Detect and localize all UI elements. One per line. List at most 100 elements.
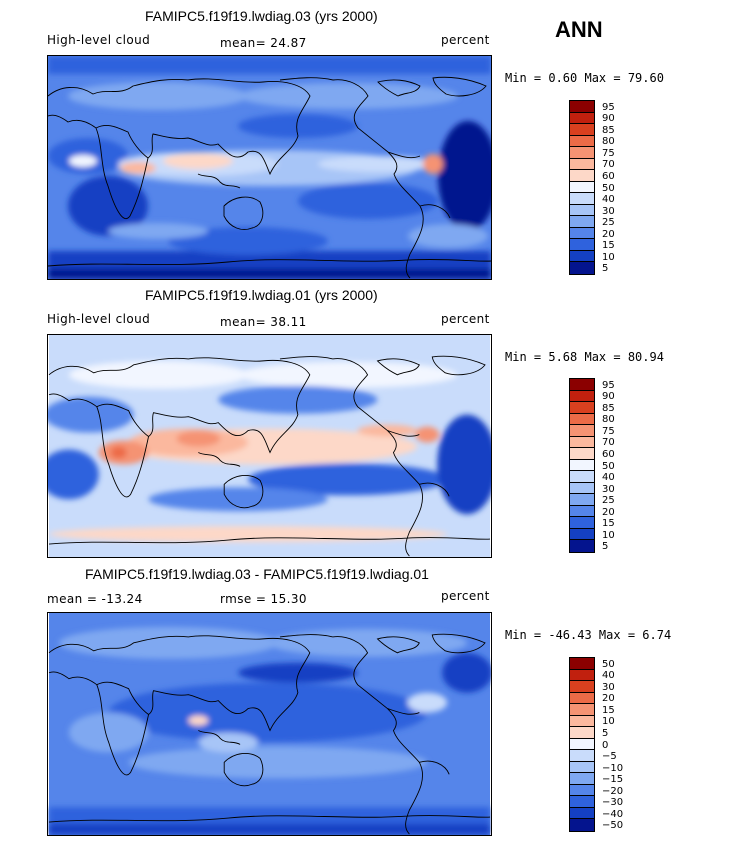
colorbar-swatch: [570, 413, 594, 426]
colorbar-tick-label: 10: [602, 716, 615, 728]
colorbar-swatch: [570, 147, 594, 159]
colorbar-tick-label: 15: [602, 518, 615, 530]
colorbar-swatch: [570, 528, 594, 541]
colorbar-swatch: [570, 124, 594, 136]
colorbar-tick-label: 25: [602, 217, 615, 229]
colorbar-swatch: [570, 796, 594, 808]
colorbar-swatch: [570, 158, 594, 171]
colorbar-tick-label: 75: [602, 425, 615, 437]
colorbar-swatch: [570, 402, 594, 414]
colorbar-tick-label: 95: [602, 379, 615, 391]
colorbar-swatch: [570, 204, 594, 217]
colorbar-tick-label: −20: [602, 785, 624, 797]
colorbar-tick-label: 40: [602, 472, 615, 484]
colorbar-tick-label: 15: [602, 704, 615, 716]
colorbar-swatch: [570, 101, 594, 113]
colorbar-tick-label: 10: [602, 251, 615, 263]
colorbar-swatch: [570, 819, 594, 831]
colorbar-tick-label: 5: [602, 727, 609, 739]
panel2-map-plot: [48, 335, 491, 557]
colorbar-swatch: [570, 738, 594, 751]
colorbar-swatch: [570, 181, 594, 194]
colorbar-swatch: [570, 170, 594, 182]
colorbar-swatch: [570, 135, 594, 148]
panel2-colorbar: [569, 378, 595, 553]
colorbar-swatch: [570, 704, 594, 716]
colorbar-tick-label: 40: [602, 194, 615, 206]
colorbar-swatch: [570, 727, 594, 739]
panel3-mean-label: mean = -13.24: [47, 592, 143, 606]
colorbar-swatch: [570, 216, 594, 228]
colorbar-tick-label: −30: [602, 797, 624, 809]
colorbar-tick-label: 30: [602, 205, 615, 217]
panel1-variable-label: High-level cloud: [47, 33, 151, 47]
colorbar-swatch: [570, 773, 594, 785]
panel3-units-label: percent: [441, 589, 490, 603]
panel2-variable-label: High-level cloud: [47, 312, 151, 326]
colorbar-swatch: [570, 436, 594, 449]
colorbar-tick-label: 85: [602, 124, 615, 136]
colorbar-tick-label: 0: [602, 739, 609, 751]
colorbar-swatch: [570, 448, 594, 460]
colorbar-swatch: [570, 681, 594, 693]
colorbar-swatch: [570, 669, 594, 682]
colorbar-tick-label: 20: [602, 228, 615, 240]
panel3-colorbar: [569, 657, 595, 832]
colorbar-swatch: [570, 262, 594, 274]
colorbar-swatch: [570, 459, 594, 472]
colorbar-tick-label: −10: [602, 762, 624, 774]
colorbar-tick-label: −50: [602, 820, 624, 832]
colorbar-tick-label: 85: [602, 402, 615, 414]
panel2-mean-label: mean= 38.11: [220, 315, 307, 329]
panel1-minmax: Min = 0.60 Max = 79.60: [505, 71, 664, 85]
colorbar-swatch: [570, 517, 594, 529]
colorbar-tick-label: 10: [602, 529, 615, 541]
colorbar-tick-label: 75: [602, 147, 615, 159]
colorbar-tick-label: 70: [602, 159, 615, 171]
colorbar-swatch: [570, 692, 594, 705]
panel1-units-label: percent: [441, 33, 490, 47]
colorbar-swatch: [570, 390, 594, 403]
colorbar-tick-label: 60: [602, 170, 615, 182]
colorbar-tick-label: 60: [602, 448, 615, 460]
colorbar-tick-label: 50: [602, 182, 615, 194]
colorbar-tick-label: 20: [602, 693, 615, 705]
colorbar-swatch: [570, 239, 594, 251]
panel2-map: [47, 334, 492, 558]
panel3-map: [47, 612, 492, 836]
colorbar-tick-label: −40: [602, 808, 624, 820]
colorbar-swatch: [570, 807, 594, 820]
panel1-title: FAMIPC5.f19f19.lwdiag.03 (yrs 2000): [145, 8, 378, 24]
colorbar-tick-label: 80: [602, 136, 615, 148]
panel1-map: [47, 55, 492, 280]
colorbar-swatch: [570, 425, 594, 437]
colorbar-swatch: [570, 193, 594, 205]
colorbar-swatch: [570, 471, 594, 483]
colorbar-swatch: [570, 250, 594, 263]
colorbar-swatch: [570, 540, 594, 552]
panel2-units-label: percent: [441, 312, 490, 326]
colorbar-swatch: [570, 658, 594, 670]
panel3-title: FAMIPC5.f19f19.lwdiag.03 - FAMIPC5.f19f1…: [85, 566, 429, 582]
colorbar-tick-label: 30: [602, 483, 615, 495]
colorbar-swatch: [570, 112, 594, 125]
colorbar-tick-label: 25: [602, 495, 615, 507]
colorbar-swatch: [570, 227, 594, 240]
season-label: ANN: [555, 17, 603, 42]
colorbar-tick-label: 50: [602, 460, 615, 472]
colorbar-tick-label: 40: [602, 670, 615, 682]
colorbar-tick-label: 70: [602, 437, 615, 449]
colorbar-tick-label: 90: [602, 113, 615, 125]
colorbar-tick-label: −15: [602, 774, 624, 786]
panel1-map-plot: [48, 56, 491, 279]
colorbar-tick-label: 50: [602, 658, 615, 670]
colorbar-tick-label: 20: [602, 506, 615, 518]
colorbar-swatch: [570, 482, 594, 495]
panel3-minmax: Min = -46.43 Max = 6.74: [505, 628, 672, 642]
colorbar-swatch: [570, 715, 594, 728]
colorbar-tick-label: 95: [602, 101, 615, 113]
colorbar-tick-label: 5: [602, 263, 609, 275]
colorbar-tick-label: 5: [602, 541, 609, 553]
panel1-colorbar: [569, 100, 595, 275]
colorbar-swatch: [570, 750, 594, 762]
